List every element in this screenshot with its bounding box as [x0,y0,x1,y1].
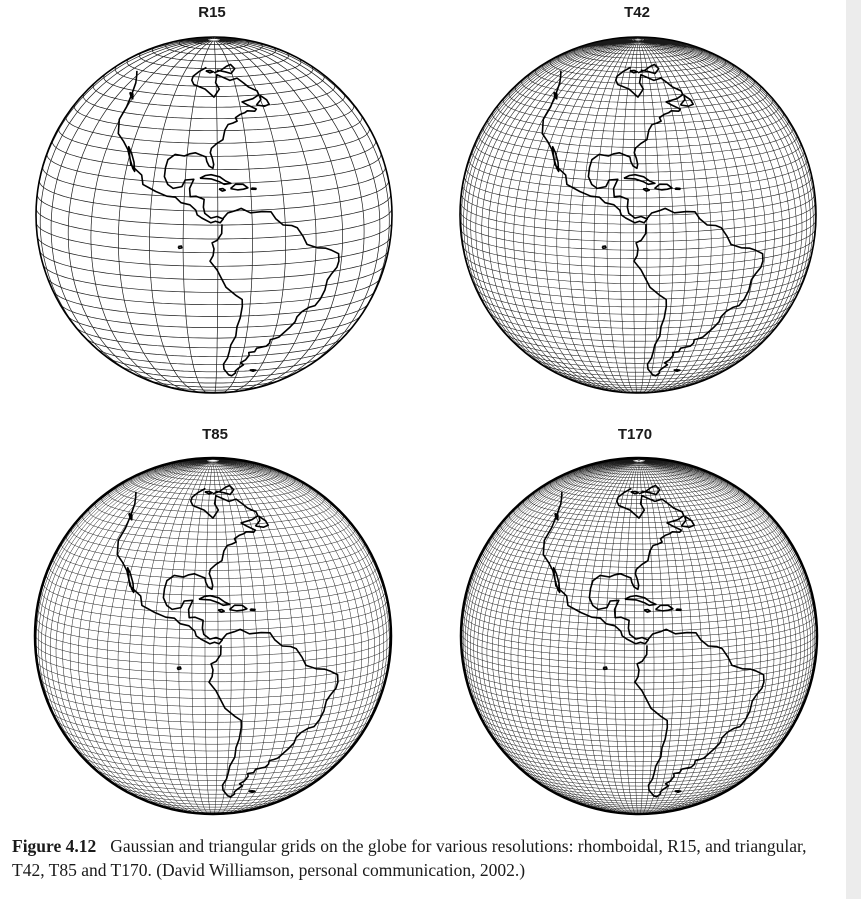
grid-lines [35,458,391,814]
baffin-island-coast [213,63,236,75]
panel-title-t85: T85 [202,426,228,443]
falkland-islands [248,790,256,793]
globe-outline [459,36,817,394]
north-america-coastline [116,487,259,645]
globe-outline [459,456,819,816]
north-america-coastline [541,66,684,224]
hispaniola-island [653,183,673,191]
page-edge-strip [846,0,861,899]
vancouver-island [128,512,133,521]
galapagos-islands [602,666,608,671]
hispaniola-island [228,604,248,612]
panel-title-r15: R15 [198,4,226,21]
caption-text: Gaussian and triangular grids on the glo… [12,836,807,880]
coastlines [116,484,339,798]
jamaica-island [217,608,225,613]
falkland-islands [673,369,681,372]
galapagos-islands [176,666,182,671]
south-america-coastline [634,628,765,798]
panel-title-t170: T170 [617,426,653,443]
jamaica-island [218,187,226,192]
panel-title-t42: T42 [624,4,650,21]
southampton-island [630,490,640,495]
vancouver-island [129,91,134,100]
hispaniola-island [654,604,674,612]
galapagos-islands [601,245,607,250]
vancouver-island [553,91,558,100]
globe-t42 [459,36,817,394]
falkland-islands [249,369,257,372]
globe-r15 [35,36,393,394]
jamaica-island [642,187,650,192]
coastlines [542,484,765,798]
coastlines [117,63,340,377]
vancouver-island [554,512,559,521]
globe-outline [35,36,393,394]
cuba-island [624,594,657,607]
figure-label: Figure 4.12 [12,836,97,856]
newfoundland-island [254,515,269,528]
southampton-island [629,69,639,74]
cuba-island [198,594,231,607]
jamaica-island [643,608,651,613]
puerto-rico-island [249,608,256,612]
figure-caption: Figure 4.12 Gaussian and triangular grids… [12,834,842,882]
coastlines [541,63,764,377]
longitude-lines [460,37,816,393]
grid-lines [36,37,392,393]
puerto-rico-island [250,187,257,191]
south-america-coastline [209,207,340,377]
north-america-coastline [542,487,685,645]
cuba-island [199,173,232,186]
southampton-island [204,490,214,495]
southampton-island [205,69,215,74]
puerto-rico-island [675,608,682,612]
newfoundland-island [680,515,695,528]
globe-outline [33,456,393,816]
puerto-rico-island [674,187,681,191]
baffin-island-coast [638,484,661,496]
galapagos-islands [177,245,183,250]
hispaniola-island [229,183,249,191]
longitude-lines [36,37,391,393]
globe-t85 [33,456,393,816]
north-america-coastline [117,66,260,224]
baffin-island-coast [212,484,235,496]
south-america-coastline [208,628,339,798]
longitude-lines [461,458,817,814]
newfoundland-island [679,94,694,107]
latitude-lines [461,458,817,814]
cuba-island [623,173,656,186]
baffin-island-coast [637,63,660,75]
grid-lines [461,458,817,814]
newfoundland-island [255,94,270,107]
globe-t170 [459,456,819,816]
grid-lines [460,37,816,393]
falkland-islands [674,790,682,793]
south-america-coastline [633,207,764,377]
